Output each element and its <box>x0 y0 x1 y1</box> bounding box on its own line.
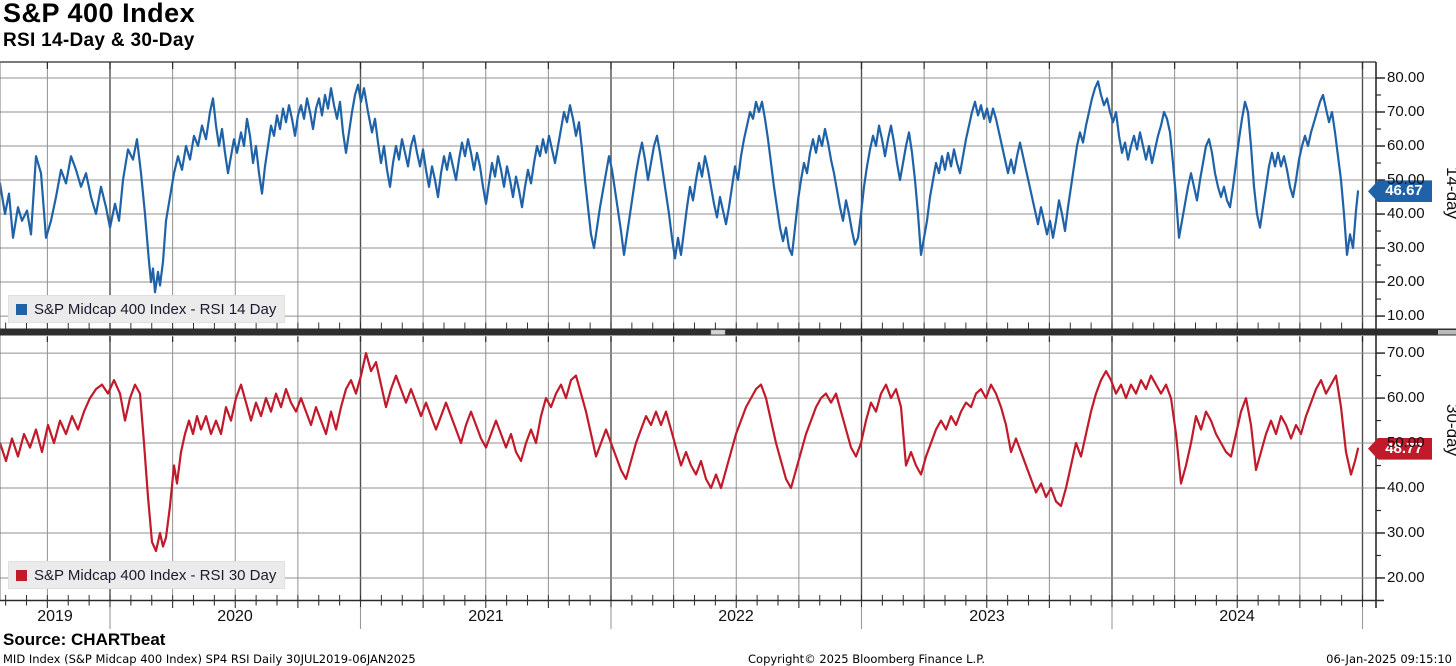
year-label-2024: 2024 <box>1219 608 1255 625</box>
axis-title-30day: 30-day <box>1442 404 1456 456</box>
y-tick-label: 80.00 <box>1387 68 1425 86</box>
year-label-2020: 2020 <box>217 608 253 625</box>
page-subtitle: RSI 14-Day & 30-Day <box>3 30 195 51</box>
y-tick-label: 30.00 <box>1387 239 1425 257</box>
y-tick-label: 60.00 <box>1387 137 1425 154</box>
y-tick-label: 70.00 <box>1387 344 1425 362</box>
copyright-text: Copyright© 2025 Bloomberg Finance L.P. <box>748 652 985 666</box>
legend-rsi-30day[interactable]: S&P Midcap 400 Index - RSI 30 Day <box>8 561 286 589</box>
y-tick-label: 60.00 <box>1387 389 1425 407</box>
y-tick-label: 70.00 <box>1387 102 1425 120</box>
y-tick-label: 10.00 <box>1387 307 1425 325</box>
rsi-14day-line <box>0 80 1360 294</box>
legend-swatch-blue-icon <box>16 303 27 315</box>
last-value-badge-14day: 46.67 <box>1368 180 1432 203</box>
y-tick-label: 40.00 <box>1387 479 1425 496</box>
x-axis-year-labels: 2019 2020 2021 2022 2023 2024 <box>0 608 1456 632</box>
y-tick-label: 50.00 <box>1387 171 1425 189</box>
legend-label: S&P Midcap 400 Index - RSI 14 Day <box>34 300 277 318</box>
legend-rsi-14day[interactable]: S&P Midcap 400 Index - RSI 14 Day <box>8 295 286 323</box>
rsi-30day-line <box>0 352 1360 553</box>
timestamp-text: 06-Jan-2025 09:15:10 <box>1326 652 1452 666</box>
last-value-badge-30day: 48.77 <box>1368 437 1432 460</box>
year-label-2022: 2022 <box>718 608 754 625</box>
year-label-2019: 2019 <box>37 608 73 625</box>
y-tick-label: 40.00 <box>1387 205 1425 223</box>
year-label-2023: 2023 <box>969 608 1005 625</box>
source-text: Source: CHARTbeat <box>3 630 166 649</box>
legend-swatch-red-icon <box>16 569 27 581</box>
legend-label: S&P Midcap 400 Index - RSI 30 Day <box>34 566 277 584</box>
chart-description: MID Index (S&P Midcap 400 Index) SP4 RSI… <box>3 652 416 666</box>
y-tick-label: 20.00 <box>1387 273 1425 291</box>
year-label-2021: 2021 <box>468 608 504 625</box>
axis-title-14day: 14-day <box>1442 167 1456 219</box>
y-tick-label: 50.00 <box>1387 434 1425 452</box>
page-title: S&P 400 Index <box>3 0 196 28</box>
y-tick-label: 30.00 <box>1387 523 1425 541</box>
y-tick-label: 20.00 <box>1387 568 1425 586</box>
